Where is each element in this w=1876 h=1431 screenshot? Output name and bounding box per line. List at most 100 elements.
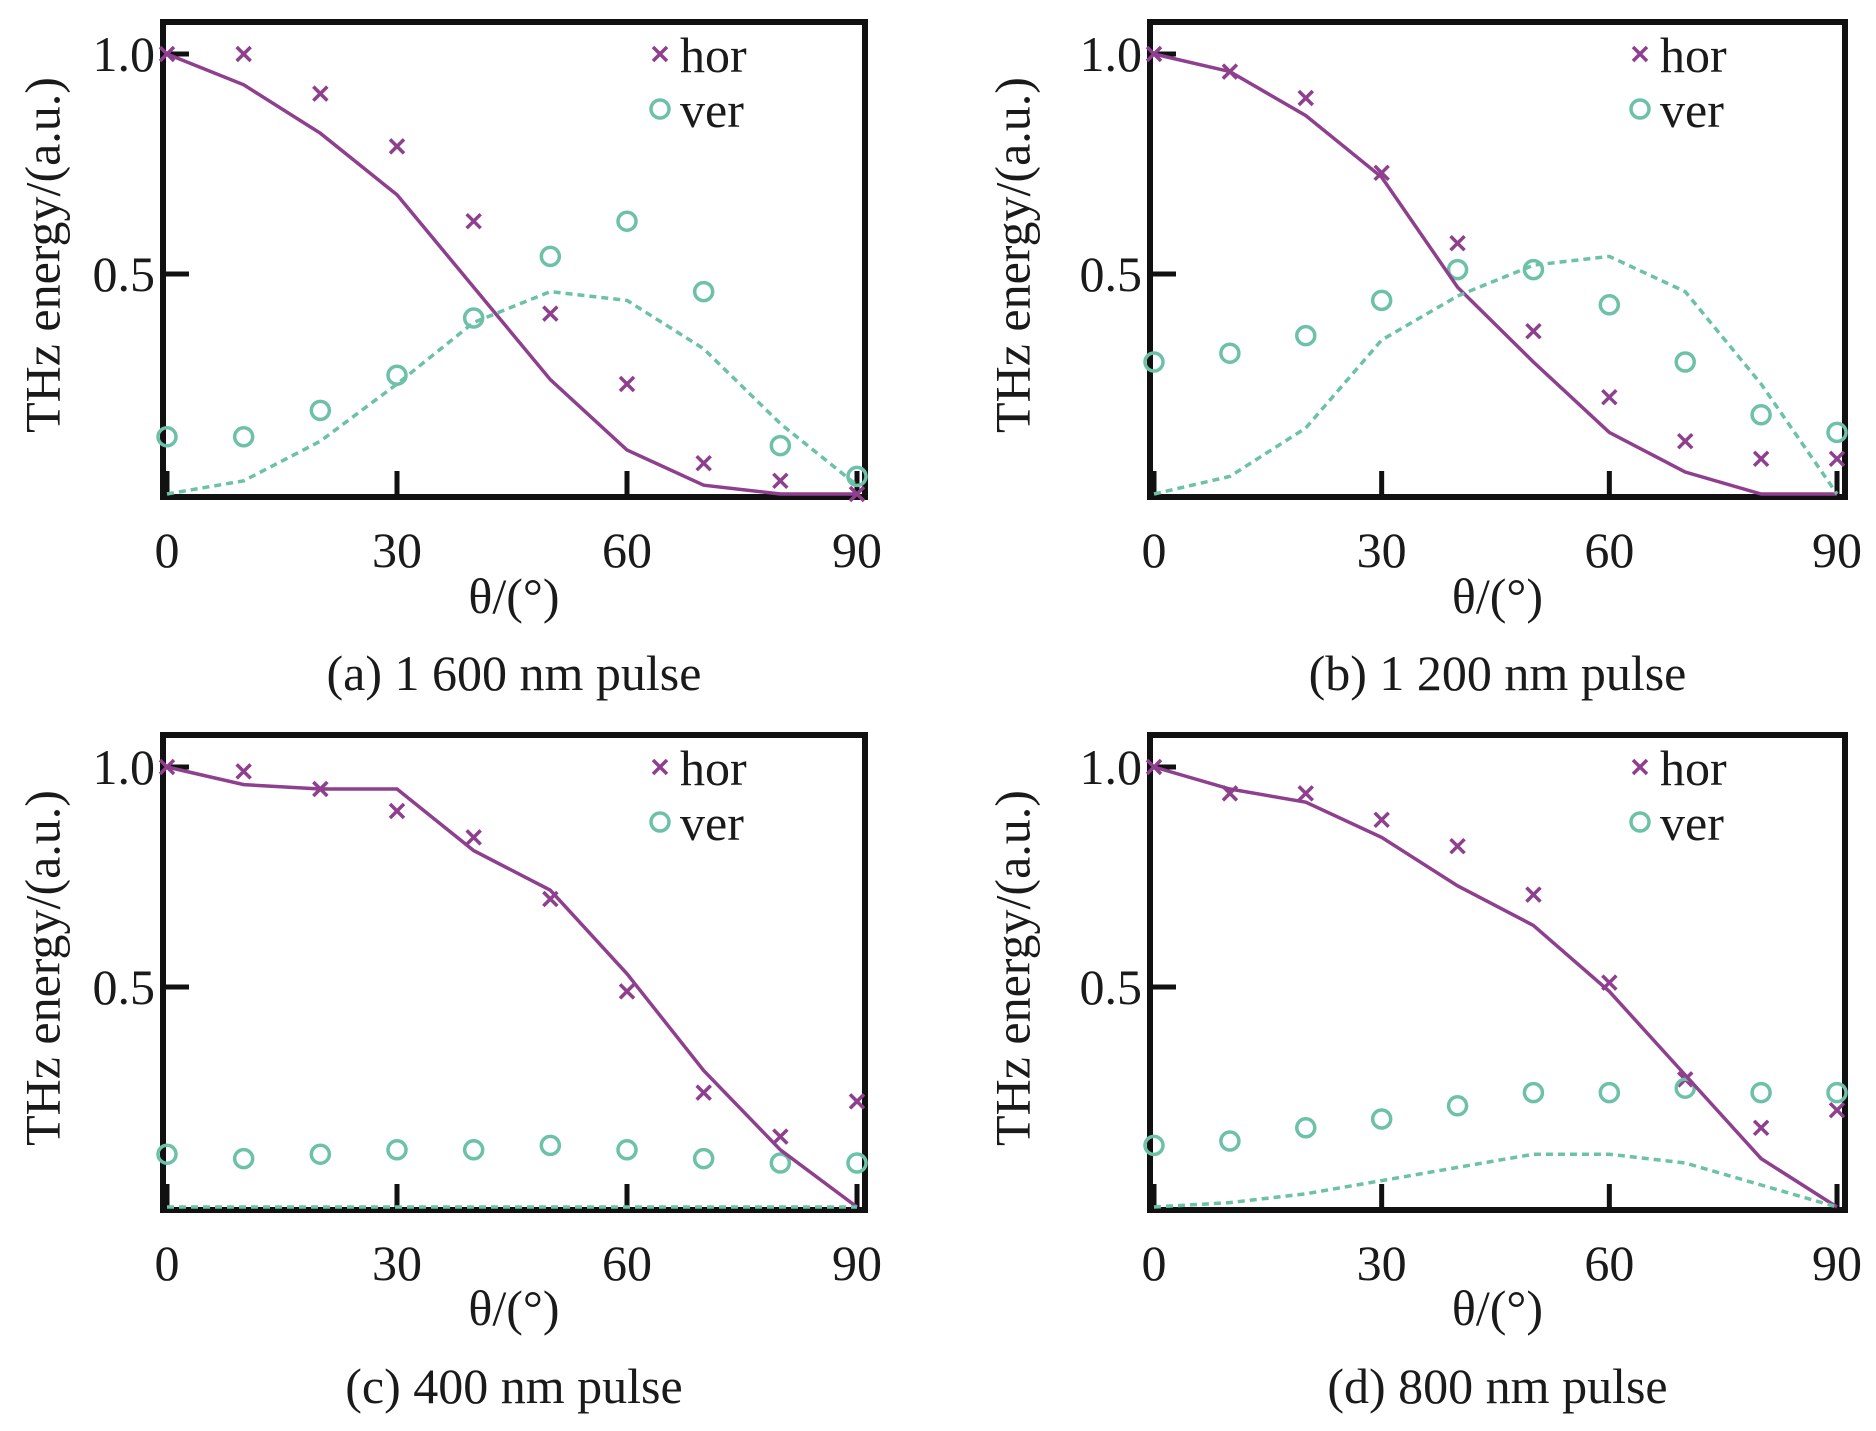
ver-data-point bbox=[462, 307, 485, 329]
ver-data-point bbox=[1446, 1095, 1469, 1117]
ver-data-point bbox=[1826, 1081, 1848, 1104]
hor-data-point bbox=[388, 802, 406, 820]
ver-data-point bbox=[1750, 1081, 1772, 1104]
hor-data-point bbox=[1752, 450, 1770, 468]
chart-panel-a: 0 30 60 90 0.5 1.0 θ/(°) THz energy/(a.u.) (a) 1… bbox=[15, 19, 882, 701]
x-tick-label: 90 bbox=[832, 1235, 882, 1291]
x-axis-label: θ/(°) bbox=[468, 1280, 559, 1336]
panel-caption: (b) 1 200 nm pulse bbox=[1309, 645, 1687, 701]
legend-hor-label: hor bbox=[1660, 27, 1727, 83]
ver-data-point bbox=[1598, 294, 1621, 316]
hor-data-point bbox=[235, 45, 252, 63]
legend-hor-label: hor bbox=[1660, 740, 1727, 796]
hor-data-point bbox=[465, 212, 482, 230]
legend-hor-marker bbox=[1631, 45, 1649, 63]
hor-data-point bbox=[1828, 1101, 1846, 1119]
x-tick-label: 60 bbox=[1584, 1235, 1634, 1291]
hor-fit-line bbox=[1153, 765, 1838, 1209]
plot-frame bbox=[1147, 19, 1848, 500]
plot-frame bbox=[160, 19, 868, 500]
y-tick-label: 1.0 bbox=[93, 26, 156, 82]
hor-data-point bbox=[618, 983, 636, 1000]
ver-data-point bbox=[386, 364, 408, 386]
hor-fit-line bbox=[166, 765, 859, 1209]
chart-panel-c: 0 30 60 90 0.5 1.0 θ/(°) THz energy/(a.u.) (c) 4… bbox=[15, 732, 882, 1414]
hor-data-point bbox=[695, 454, 712, 472]
legend-hor-label: hor bbox=[680, 27, 747, 83]
ver-data-point bbox=[692, 1147, 715, 1170]
hor-data-point bbox=[1449, 837, 1466, 855]
y-tick-label: 1.0 bbox=[1080, 26, 1143, 82]
ver-data-point bbox=[1446, 258, 1469, 281]
ver-data-point bbox=[1522, 258, 1545, 281]
ver-data-point bbox=[1674, 1077, 1696, 1099]
ver-data-point bbox=[309, 399, 332, 422]
legend-ver-marker bbox=[649, 811, 671, 833]
ver-data-point bbox=[1674, 351, 1696, 373]
ver-data-point bbox=[1219, 342, 1241, 364]
legend-hor-marker bbox=[651, 758, 669, 776]
y-tick-label: 0.5 bbox=[1080, 959, 1143, 1015]
x-tick-label: 90 bbox=[1812, 522, 1862, 578]
ver-data-point bbox=[1370, 1108, 1393, 1130]
y-tick-label: 0.5 bbox=[93, 246, 156, 302]
ver-data-point bbox=[769, 434, 792, 457]
hor-data-point bbox=[1676, 432, 1694, 450]
y-tick-label: 0.5 bbox=[1080, 246, 1143, 302]
x-tick-label: 0 bbox=[1142, 522, 1167, 578]
hor-data-point bbox=[772, 472, 789, 490]
y-axis-label: THz energy/(a.u.) bbox=[15, 77, 71, 433]
x-tick-label: 30 bbox=[372, 1235, 422, 1291]
legend-ver-label: ver bbox=[680, 795, 744, 851]
ver-data-point bbox=[232, 426, 255, 448]
legend-ver-marker bbox=[649, 98, 671, 120]
ver-fit-line bbox=[1153, 1152, 1838, 1209]
ver-data-point bbox=[616, 1139, 638, 1161]
legend-ver-marker bbox=[1629, 811, 1651, 833]
hor-data-point bbox=[1752, 1119, 1770, 1137]
panel-caption: (d) 800 nm pulse bbox=[1327, 1358, 1667, 1414]
ver-data-point bbox=[156, 426, 178, 448]
y-axis-label: THz energy/(a.u.) bbox=[15, 790, 71, 1146]
hor-fit-line bbox=[166, 52, 857, 496]
y-tick-label: 0.5 bbox=[93, 959, 156, 1015]
hor-data-point bbox=[618, 375, 636, 393]
ver-data-point bbox=[1370, 289, 1393, 312]
hor-data-point bbox=[1449, 234, 1466, 252]
plot-frame bbox=[1147, 732, 1848, 1213]
ver-fit-line bbox=[1153, 254, 1839, 496]
x-tick-label: 0 bbox=[155, 522, 180, 578]
x-tick-label: 30 bbox=[1357, 1235, 1407, 1291]
ver-data-point bbox=[846, 1152, 868, 1174]
hor-fit-line bbox=[1153, 52, 1837, 496]
ver-data-point bbox=[232, 1147, 255, 1170]
hor-data-point bbox=[1373, 811, 1390, 829]
x-tick-label: 0 bbox=[1142, 1235, 1167, 1291]
x-tick-label: 30 bbox=[1357, 522, 1407, 578]
ver-fit-line bbox=[166, 289, 859, 496]
ver-data-point bbox=[1295, 324, 1317, 347]
x-tick-label: 90 bbox=[832, 522, 882, 578]
y-tick-label: 1.0 bbox=[93, 739, 156, 795]
ver-data-point bbox=[1826, 421, 1848, 444]
x-tick-label: 60 bbox=[602, 522, 652, 578]
chart-panel-b: 0 30 60 90 0.5 1.0 θ/(°) THz energy/(a.u.) (b) 1… bbox=[985, 19, 1862, 701]
x-tick-label: 60 bbox=[602, 1235, 652, 1291]
hor-data-point bbox=[695, 1084, 712, 1101]
x-axis-label: θ/(°) bbox=[1452, 1280, 1543, 1336]
hor-data-point bbox=[1525, 886, 1542, 903]
y-axis-label: THz energy/(a.u.) bbox=[985, 790, 1041, 1146]
hor-data-point bbox=[1525, 322, 1542, 340]
x-axis-label: θ/(°) bbox=[1452, 568, 1543, 624]
legend-ver-label: ver bbox=[680, 82, 744, 138]
hor-data-point bbox=[772, 1128, 789, 1145]
y-tick-label: 1.0 bbox=[1080, 739, 1143, 795]
ver-data-point bbox=[539, 245, 562, 268]
ver-data-point bbox=[1143, 351, 1165, 373]
x-tick-label: 30 bbox=[372, 522, 422, 578]
ver-data-point bbox=[1219, 1130, 1241, 1152]
